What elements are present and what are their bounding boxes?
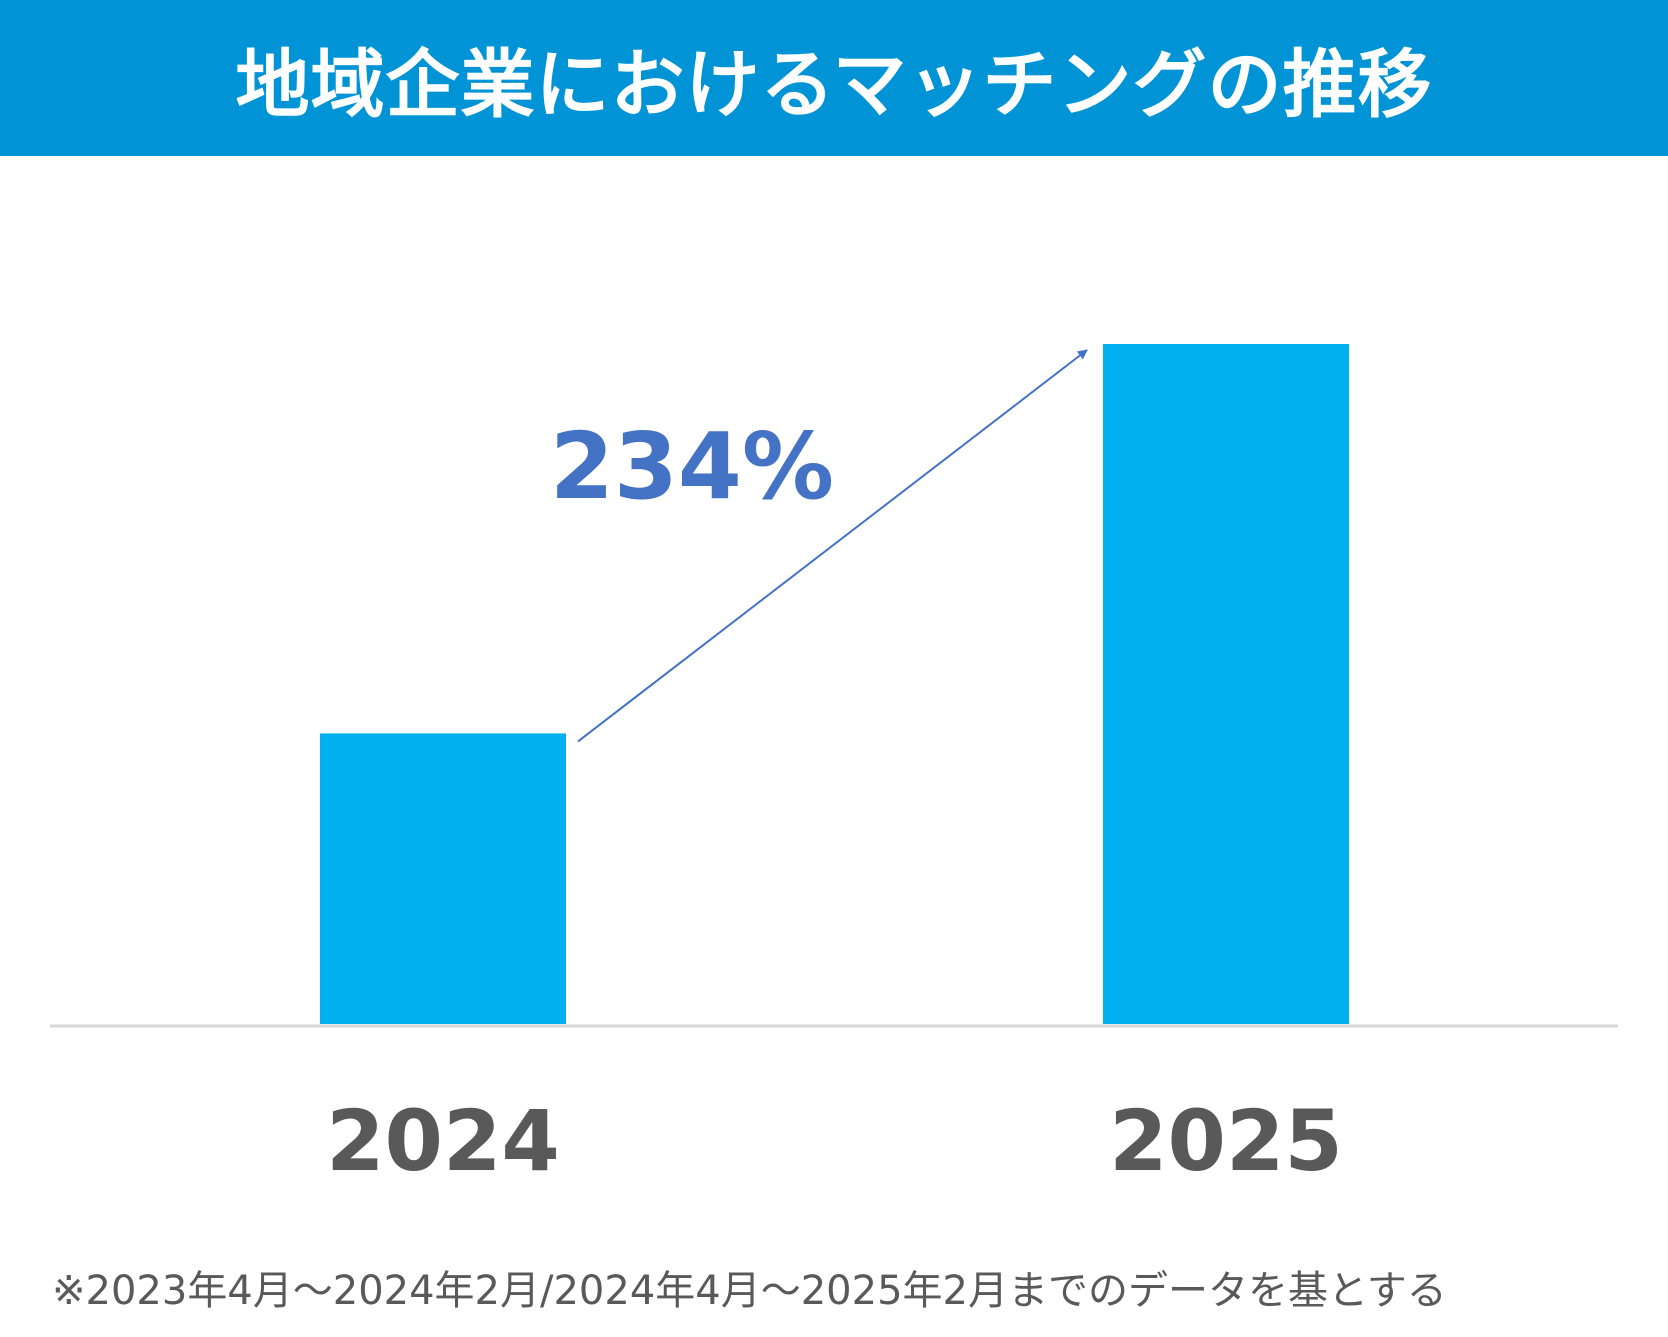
growth-arrow: [577, 349, 1088, 743]
bar-2025: [1103, 344, 1349, 1024]
x-tick-label-2025: 2025: [1109, 1092, 1343, 1190]
header-bar: 地域企業におけるマッチングの推移: [0, 0, 1668, 156]
x-tick-labels: 2024 2025: [326, 1092, 1343, 1190]
footnote: ※2023年4月～2024年2月/2024年4月～2025年2月までのデータを基…: [52, 1268, 1447, 1314]
x-tick-label-2024: 2024: [326, 1092, 560, 1190]
bars-layer: [320, 344, 1349, 1024]
bar-2024: [320, 733, 566, 1024]
growth-annotation-label: 234%: [550, 413, 834, 520]
page-title: 地域企業におけるマッチングの推移: [235, 41, 1433, 128]
